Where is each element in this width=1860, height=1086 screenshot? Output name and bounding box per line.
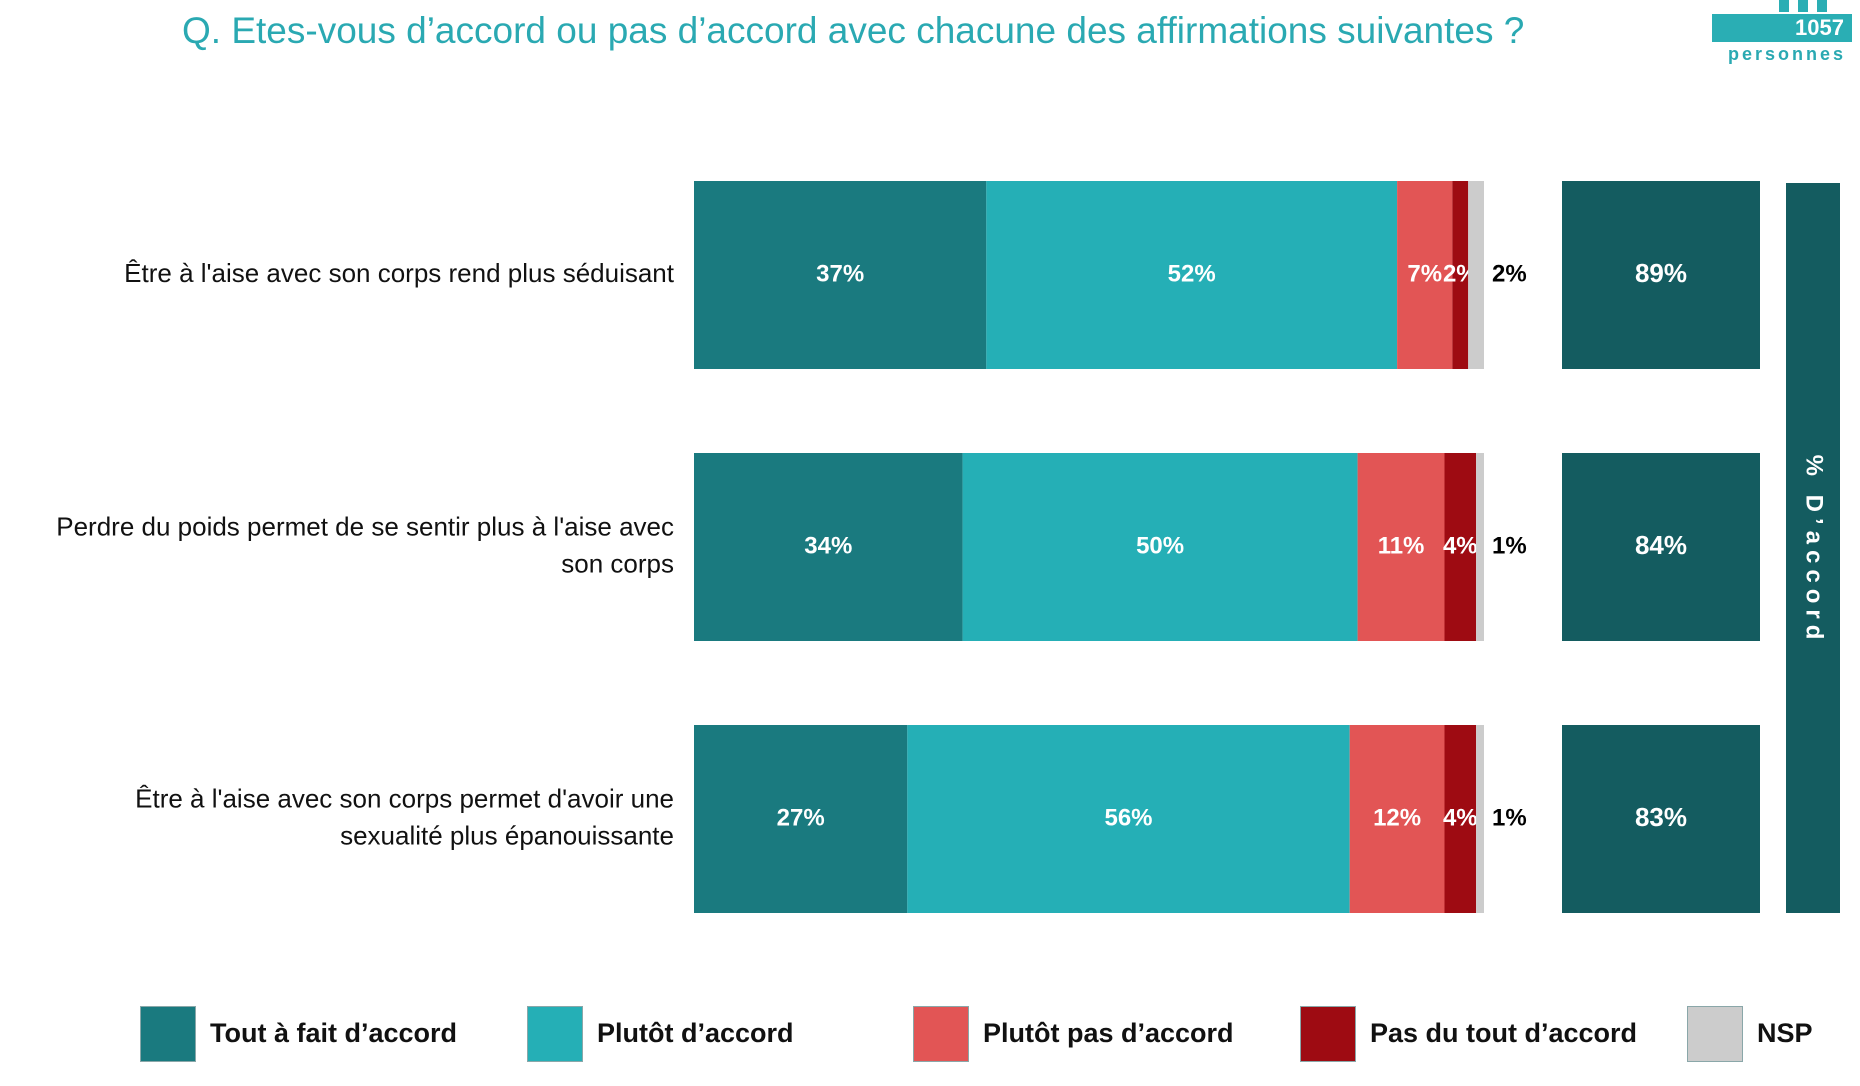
bar-segment [694,181,987,369]
data-label: 56% [1104,804,1152,831]
legend-swatch [140,1006,196,1062]
data-label: 11% [1378,532,1425,559]
total-header-bar [1786,183,1840,913]
data-label: 1% [1492,804,1527,831]
data-label: 4% [1443,532,1478,559]
chart-title: Q. Etes-vous d’accord ou pas d’accord av… [182,10,1525,51]
category-label: son corps [561,548,674,578]
legend-swatch [913,1006,969,1062]
bar-segment [694,725,908,913]
data-label: 12% [1373,804,1421,831]
bar-segment [1476,725,1484,913]
bar-segment [986,181,1398,369]
bar-segment [962,453,1358,641]
sample-label: personnes [1727,44,1846,64]
category-label: Perdre du poids permet de se sentir plus… [56,511,674,541]
total-label: 83% [1635,802,1687,832]
data-label: 4% [1443,804,1478,831]
people-icon [1779,0,1827,12]
bar-segment [1444,725,1477,913]
legend-label: Plutôt pas d’accord [983,1018,1234,1048]
bar-segment [907,725,1350,913]
bar-segment [1397,181,1453,369]
legend-label: NSP [1757,1018,1813,1048]
category-label: Être à l'aise avec son corps permet d'av… [135,783,674,813]
legend-label: Plutôt d’accord [597,1018,794,1048]
category-label: Être à l'aise avec son corps rend plus s… [124,258,675,288]
total-label: 89% [1635,258,1687,288]
legend: Tout à fait d’accord Plutôt d’accord Plu… [0,1000,1860,1070]
data-label: 1% [1492,532,1527,559]
category-label: sexualité plus épanouissante [340,820,674,850]
total-header-label: % D’accord [1801,455,1828,646]
bar-segment [1452,181,1469,369]
data-label: 37% [816,260,864,287]
legend-swatch [527,1006,583,1062]
legend-label: Tout à fait d’accord [210,1018,458,1048]
total-bar [1562,181,1760,369]
bar-segment [694,453,963,641]
bar-segment [1357,453,1445,641]
total-bar [1562,453,1760,641]
sample-size-badge: 1057 personnes [1712,0,1852,64]
data-label: 34% [804,532,852,559]
legend-swatch [1300,1006,1356,1062]
data-label: 7% [1407,260,1442,287]
total-bar [1562,725,1760,913]
bar-segment [1444,453,1477,641]
bar-segment [1349,725,1445,913]
data-label: 50% [1136,532,1184,559]
bar-segment [1468,181,1484,369]
sample-count: 1057 [1795,15,1844,40]
total-label: 84% [1635,530,1687,560]
legend-label: Pas du tout d’accord [1370,1018,1638,1048]
data-label: 52% [1168,260,1216,287]
data-label: 27% [777,804,825,831]
bar-segment [1476,453,1484,641]
stacked-bar-chart: Être à l'aise avec son corps rend plus s… [56,181,1840,913]
data-label: 2% [1492,260,1527,287]
sample-size-bar: 1057 [1712,14,1852,42]
legend-swatch [1687,1006,1743,1062]
